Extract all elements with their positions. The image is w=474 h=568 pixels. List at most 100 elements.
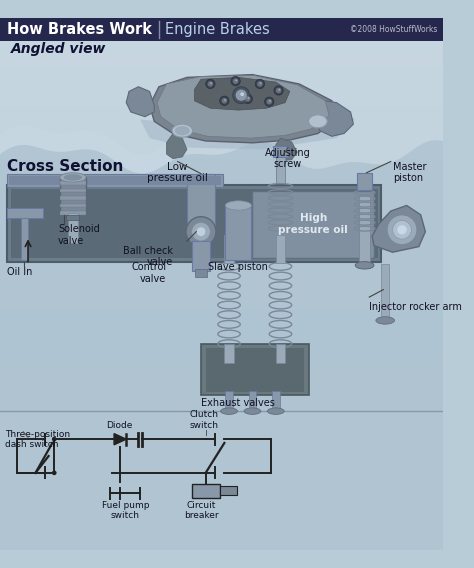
Bar [0,212,443,213]
Circle shape [221,98,227,103]
Bar [0,129,443,130]
Bar [0,468,443,469]
Text: Diode: Diode [107,421,133,430]
Bar [0,332,443,333]
Bar [0,236,443,237]
Bar [0,538,443,539]
Bar [0,135,443,136]
Bar [0,386,443,387]
Bar [0,529,443,530]
Bar [0,516,443,517]
Bar [0,177,443,178]
Circle shape [392,220,411,239]
Text: Low
pressure oil: Low pressure oil [147,161,208,183]
Bar [0,320,443,321]
Bar [0,85,443,86]
Bar [0,377,443,378]
Bar [0,152,443,153]
Bar [0,513,443,514]
Bar [0,499,443,500]
Bar [0,414,443,415]
Bar [0,296,443,297]
Bar [0,74,443,76]
Bar [0,455,443,456]
Bar [0,233,443,235]
Circle shape [247,97,249,99]
Bar [0,509,443,510]
Bar [0,21,443,22]
Bar [0,446,443,448]
Bar [0,171,443,172]
Bar [0,340,443,341]
Bar [0,366,443,367]
Bar [0,527,443,528]
Bar [0,450,443,452]
Bar [0,131,443,132]
Bar [0,281,443,282]
Bar [0,169,443,170]
Bar [0,428,443,429]
Bar [0,533,443,534]
Bar [0,404,443,406]
Bar [0,521,443,523]
Bar [0,341,443,342]
Bar [0,39,443,40]
Bar [0,61,443,62]
Bar [0,34,443,35]
Bar [0,408,443,410]
Bar [0,484,443,485]
Bar [0,280,443,281]
Bar [225,206,252,260]
Circle shape [186,216,216,247]
Bar [0,32,443,34]
Bar [0,355,443,356]
Bar [0,456,443,457]
Bar [0,161,443,162]
Bar [0,182,443,183]
Bar [0,106,443,107]
Bar [0,137,443,138]
Bar [0,118,443,119]
Bar [0,19,443,41]
Bar [0,321,443,322]
Bar [0,299,443,300]
Bar [0,459,443,460]
Text: Angled view: Angled view [11,42,107,56]
Text: Solenoid
valve: Solenoid valve [58,224,100,246]
Circle shape [245,96,251,102]
Bar [0,53,443,54]
Bar [0,298,443,299]
Bar [0,222,443,223]
Polygon shape [166,133,187,158]
Bar [0,534,443,536]
Bar [0,390,443,391]
Bar [0,545,443,546]
Circle shape [196,227,206,236]
Bar [0,369,443,370]
Bar [0,284,443,285]
Ellipse shape [309,115,327,128]
Bar [0,103,443,105]
Bar [0,412,443,413]
Bar [0,333,443,335]
Bar [0,536,443,537]
Ellipse shape [225,201,252,210]
Bar [0,294,443,295]
Bar [0,224,443,225]
Bar [0,108,443,109]
Circle shape [266,99,272,105]
Bar [0,204,443,206]
Ellipse shape [220,408,237,415]
Bar [0,508,443,509]
Bar [0,67,443,68]
Bar [0,176,443,177]
Bar [0,310,443,311]
Bar [0,201,443,202]
Bar [0,184,443,185]
Bar [0,427,443,428]
Bar [0,44,443,45]
Bar [0,223,443,224]
Bar [0,52,443,53]
Bar [0,37,443,38]
Bar [0,383,443,384]
